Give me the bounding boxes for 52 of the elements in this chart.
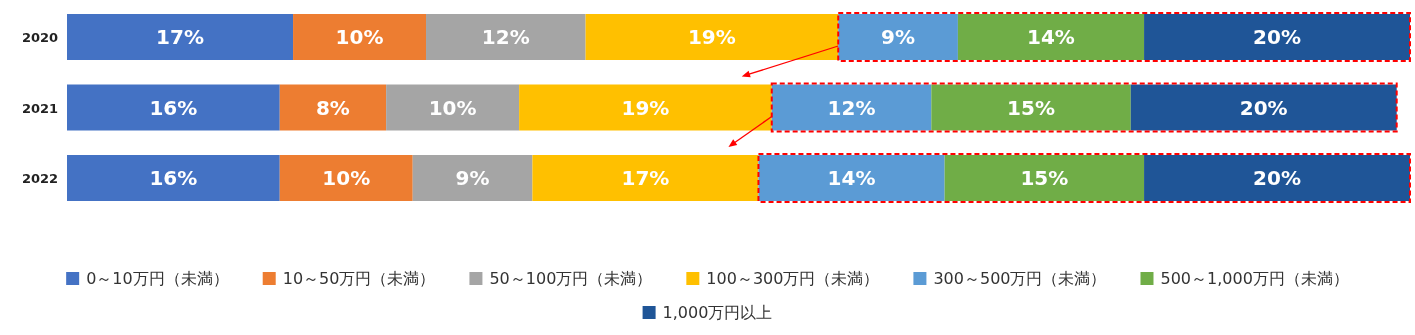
data-label: 10% (428, 95, 477, 120)
bar (426, 14, 586, 60)
bar (293, 14, 427, 60)
data-label: 9% (881, 25, 916, 49)
bar (519, 84, 772, 131)
legend-label: 0～10万円（未満） (86, 269, 229, 288)
data-label: 15% (1020, 166, 1069, 190)
bar (957, 14, 1145, 60)
data-label: 10% (322, 166, 371, 190)
bar (532, 155, 759, 201)
bar (412, 155, 533, 201)
data-label: 20% (1253, 25, 1301, 49)
data-label: 20% (1253, 166, 1301, 190)
bar (67, 84, 280, 131)
data-label: 16% (149, 166, 198, 190)
bar (279, 84, 387, 131)
data-label: 19% (621, 95, 670, 120)
data-label: 19% (687, 25, 736, 49)
legend-label: 500～1,000万円（未満） (1160, 269, 1349, 288)
legend-label: 50～100万円（未満） (489, 269, 653, 288)
bar (838, 14, 958, 60)
data-label: 15% (1007, 95, 1055, 120)
data-label: 14% (827, 166, 876, 190)
bar (1144, 155, 1410, 201)
bar (279, 155, 413, 201)
bar (1130, 84, 1397, 131)
bar (771, 84, 932, 131)
bar (944, 155, 1145, 201)
y-tick-label: 2022 (21, 171, 59, 186)
bar (758, 155, 945, 201)
data-label: 17% (156, 25, 204, 49)
data-label: 14% (1027, 25, 1075, 49)
bar (1144, 14, 1410, 60)
data-label: 9% (455, 166, 490, 190)
data-label: 10% (335, 25, 384, 49)
legend-label: 100～300万円（未満） (706, 269, 880, 288)
bar (67, 155, 280, 201)
legend-label: 1,000万円以上 (662, 303, 773, 322)
bar (931, 84, 1131, 131)
y-tick-label: 2021 (21, 100, 59, 116)
data-label: 20% (1239, 95, 1288, 120)
data-label: 12% (827, 95, 876, 120)
data-label: 16% (149, 95, 198, 120)
bar (67, 14, 294, 60)
legend-label: 10～50万円（未満） (282, 269, 436, 288)
bar (386, 84, 520, 131)
legend-label: 300～500万円（未満） (933, 269, 1107, 288)
data-label: 8% (315, 95, 350, 120)
data-label: 17% (621, 166, 670, 190)
y-tick-label: 2020 (21, 30, 59, 45)
bar (585, 14, 839, 60)
data-label: 12% (481, 25, 530, 49)
